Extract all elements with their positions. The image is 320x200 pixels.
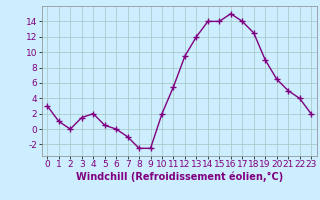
X-axis label: Windchill (Refroidissement éolien,°C): Windchill (Refroidissement éolien,°C) <box>76 172 283 182</box>
